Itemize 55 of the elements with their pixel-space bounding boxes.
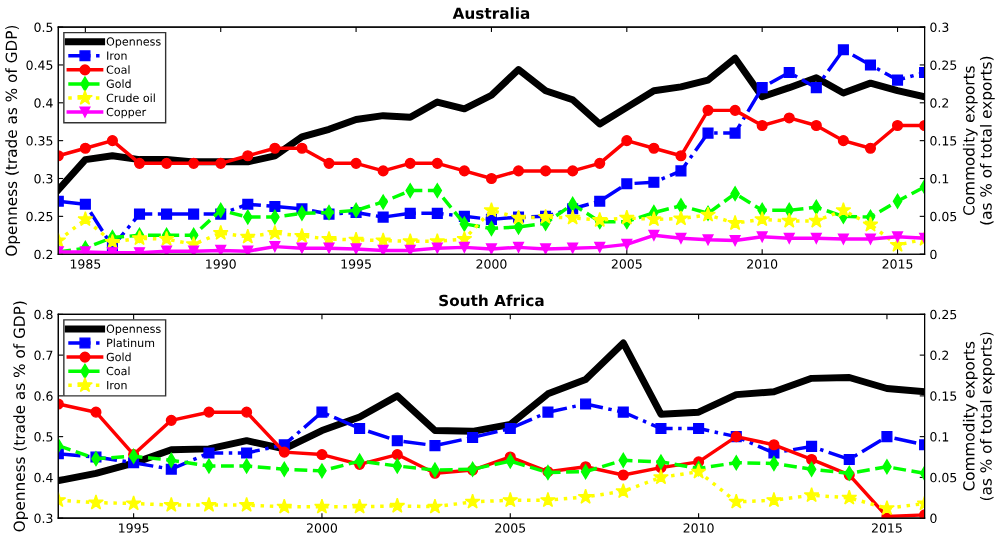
x-tick-label: 2000	[476, 259, 507, 269]
y2-tick-label: 0.25	[930, 60, 957, 70]
legend-label: Iron	[107, 381, 127, 390]
x-tick-label: 1995	[119, 523, 149, 533]
y2-tick-label: 0	[930, 513, 937, 524]
legend-label: Openness	[106, 37, 161, 48]
y-tick-label: 0.5	[34, 432, 53, 442]
x-tick-label: 1985	[70, 259, 101, 269]
legend-label: Coal	[106, 366, 130, 376]
y-axis-title: Openness (trade as % of GDP)	[13, 301, 28, 532]
x-tick-label: 2010	[683, 523, 714, 533]
y-tick-label: 0.5	[34, 22, 53, 33]
legend-label: Openness	[106, 324, 161, 336]
y-tick-label: 0.3	[34, 173, 53, 184]
chart-title: South Africa	[439, 294, 544, 307]
legend-label: Gold	[106, 79, 131, 88]
legend-label: Gold	[106, 352, 131, 362]
x-tick-label: 2005	[495, 523, 526, 533]
y-tick-label: 0.4	[34, 472, 53, 483]
y2-axis-title: Commodity exports (as % of total exports)	[962, 56, 995, 225]
y2-tick-label: 0.1	[930, 432, 949, 442]
y2-axis-title: Commodity exports (as % of total exports)	[962, 332, 995, 501]
y-tick-label: 0.35	[26, 136, 53, 146]
legend-label: Iron	[107, 51, 127, 60]
y2-tick-label: 0.2	[930, 350, 949, 361]
y-tick-label: 0.2	[34, 249, 53, 260]
y2-tick-label: 0.1	[930, 173, 949, 184]
y-tick-label: 0.25	[26, 211, 53, 222]
legend-label: Crude oil	[106, 93, 155, 103]
y-tick-label: 0.8	[34, 309, 53, 320]
y2-tick-label: 0.05	[930, 472, 957, 483]
legend-label: Copper	[106, 107, 147, 119]
y-tick-label: 0.3	[34, 513, 53, 524]
y2-tick-label: 0.3	[930, 22, 949, 33]
legend-label: Coal	[106, 65, 130, 74]
x-tick-label: 2015	[882, 259, 913, 269]
y-axis-title: Openness (trade as % of GDP)	[5, 25, 21, 256]
chart-title: Australia	[452, 7, 530, 19]
y-tick-label: 0.6	[34, 391, 53, 401]
y2-tick-label: 0.2	[930, 98, 949, 108]
x-tick-label: 2015	[871, 523, 902, 533]
x-tick-label: 2010	[747, 259, 778, 269]
x-tick-label: 2000	[306, 523, 338, 533]
y2-tick-label: 0.15	[930, 136, 957, 146]
y-tick-label: 0.45	[26, 60, 53, 70]
y2-tick-label: 0.25	[930, 309, 957, 320]
x-tick-label: 1990	[206, 259, 236, 269]
y2-tick-label: 0	[930, 249, 937, 260]
y-tick-label: 0.4	[34, 98, 53, 108]
y-tick-label: 0.7	[34, 350, 53, 361]
y2-tick-label: 0.15	[930, 391, 957, 401]
x-tick-label: 1995	[341, 259, 371, 269]
y2-tick-label: 0.05	[930, 211, 957, 222]
x-tick-label: 2005	[611, 259, 642, 269]
legend-label: Platinum	[107, 338, 155, 348]
